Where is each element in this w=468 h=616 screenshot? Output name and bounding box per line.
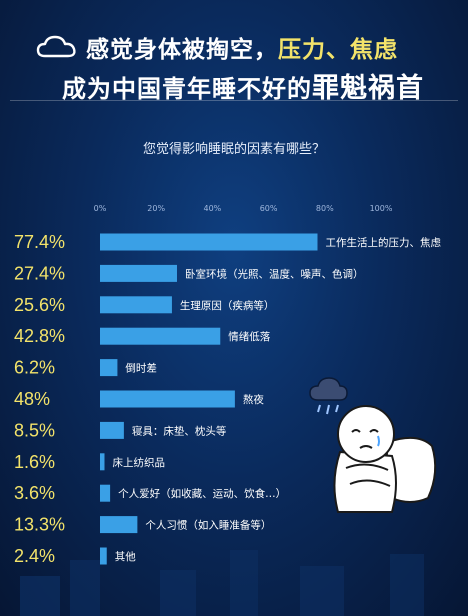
sad-sleepy-person-illustration [309, 377, 437, 513]
value-label: 27.4% [14, 263, 65, 283]
x-tick-label: 40% [204, 204, 222, 213]
category-label: 情绪低落 [228, 330, 270, 343]
bar [100, 264, 177, 282]
header: 感觉身体被掏空，压力、焦虑 成为中国青年睡不好的罪魁祸首 [0, 0, 468, 110]
bar [100, 390, 235, 408]
headline-line-2-highlight: 罪魁祸首 [312, 73, 424, 104]
x-tick-label: 80% [316, 204, 334, 213]
bar [100, 359, 118, 377]
value-label: 8.5% [14, 420, 55, 440]
headline-line-2-prefix: 成为中国青年睡不好的 [62, 75, 312, 103]
headline-line-2: 成为中国青年睡不好的罪魁祸首 [62, 66, 424, 105]
headline-line-1-prefix: 感觉身体被掏空， [86, 37, 278, 63]
category-label: 床上纺织品 [112, 456, 165, 469]
bar [100, 327, 221, 345]
value-label: 1.6% [14, 452, 55, 472]
bar [100, 296, 172, 314]
value-label: 2.4% [14, 546, 55, 566]
value-label: 6.2% [14, 358, 55, 378]
category-label: 个人习惯（如入睡准备等） [145, 519, 271, 532]
x-tick-label: 100% [370, 204, 393, 213]
headline-line-1: 感觉身体被掏空，压力、焦虑 [86, 30, 398, 64]
bar [100, 421, 124, 439]
x-tick-label: 60% [260, 204, 278, 213]
city-skyline-decoration [20, 550, 424, 616]
category-label: 倒时差 [125, 362, 157, 375]
category-label: 卧室环境（光照、温度、噪声、色调） [185, 267, 364, 280]
category-label: 生理原因（疾病等） [180, 299, 275, 312]
value-label: 25.6% [14, 295, 65, 315]
value-label: 13.3% [14, 515, 65, 535]
header-divider [10, 100, 458, 101]
bar [100, 516, 138, 534]
value-label: 77.4% [14, 232, 65, 252]
category-label: 工作生活上的压力、焦虑 [325, 236, 441, 249]
cloud-icon [36, 35, 76, 58]
bar [100, 233, 318, 251]
x-tick-label: 20% [147, 204, 165, 213]
value-label: 48% [14, 389, 50, 409]
bar [100, 453, 105, 471]
category-label: 熬夜 [243, 393, 264, 406]
category-label: 寝具：床垫、枕头等 [132, 424, 227, 437]
chart-title: 您觉得影响睡眠的因素有哪些？ [142, 142, 325, 157]
bar [100, 547, 107, 565]
category-label: 个人爱好（如收藏、运动、饮食…） [118, 487, 286, 500]
value-label: 42.8% [14, 326, 65, 346]
x-tick-label: 0% [94, 204, 107, 213]
headline-line-1-highlight: 压力、焦虑 [278, 37, 398, 63]
bar [100, 484, 111, 502]
value-label: 3.6% [14, 483, 55, 503]
category-label: 其他 [115, 550, 136, 563]
